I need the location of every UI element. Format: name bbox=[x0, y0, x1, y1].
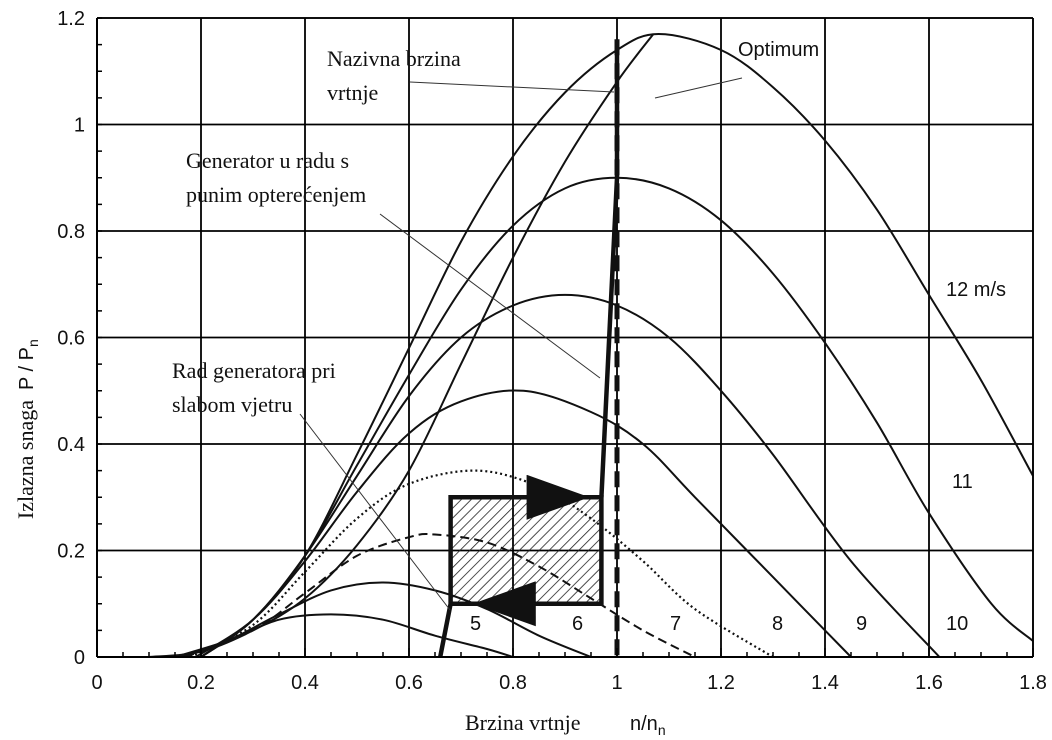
x-axis-title: Brzina vrtnje bbox=[465, 710, 580, 735]
y-axis-title-group: Izlazna snaga P / Pn bbox=[13, 339, 41, 519]
curve-label-9: 9 bbox=[856, 613, 867, 635]
y-axis-unit: P / Pn bbox=[16, 339, 41, 390]
series-curve-11 bbox=[200, 176, 1034, 658]
hatched-area bbox=[450, 497, 602, 604]
annotation-generator-line1: Generator u radu s bbox=[186, 148, 349, 173]
annotation-rad-line1: Rad generatora pri bbox=[172, 358, 336, 383]
x-tick-label: 0.8 bbox=[499, 672, 527, 694]
leader-optimum bbox=[654, 77, 743, 99]
leader-rad bbox=[299, 413, 451, 611]
x-tick-label: 1 bbox=[611, 672, 622, 694]
x-tick-label: 0.6 bbox=[395, 672, 423, 694]
y-tick-label: 1.2 bbox=[57, 8, 85, 30]
y-tick-label: 0 bbox=[74, 647, 85, 669]
x-tick-label: 1.8 bbox=[1019, 672, 1047, 694]
y-axis-title: Izlazna snaga bbox=[13, 400, 38, 519]
y-tick-label: 0.2 bbox=[57, 541, 85, 563]
annotation-nazivna-line2: vrtnje bbox=[327, 80, 378, 105]
x-axis-unit-sub: n bbox=[658, 722, 666, 738]
series-curve-12-m-s bbox=[200, 32, 1034, 658]
curve-label-8: 8 bbox=[772, 613, 783, 635]
x-axis-unit: n/nn bbox=[630, 713, 666, 738]
y-tick-label: 0.8 bbox=[57, 221, 85, 243]
x-tick-label: 0 bbox=[91, 672, 102, 694]
series-curve-9 bbox=[195, 389, 852, 658]
annotation-nazivna-line1: Nazivna brzina bbox=[327, 46, 461, 71]
annotation-leaders bbox=[299, 77, 743, 611]
annotation-generator-line2: punim opterećenjem bbox=[186, 182, 366, 207]
series-curve-8 bbox=[190, 469, 774, 658]
x-tick-label: 0.4 bbox=[291, 672, 319, 694]
y-tick-label: 0.6 bbox=[57, 328, 85, 350]
control-path bbox=[437, 39, 620, 658]
curve-label-5: 5 bbox=[470, 613, 481, 635]
y-axis-unit-sub: n bbox=[25, 339, 41, 347]
x-tick-label: 1.4 bbox=[811, 672, 839, 694]
series-curve-5 bbox=[174, 613, 514, 658]
curve-label-10: 10 bbox=[946, 613, 968, 635]
leader-generator bbox=[379, 213, 601, 379]
annotation-optimum: Optimum bbox=[738, 39, 819, 61]
series-curve-6 bbox=[179, 581, 592, 658]
curve-label-6: 6 bbox=[572, 613, 583, 635]
curve-label-11: 11 bbox=[952, 471, 973, 493]
leader-nazivna bbox=[409, 81, 615, 93]
axes bbox=[96, 17, 1034, 658]
y-tick-label: 1 bbox=[74, 115, 85, 137]
x-tick-label: 0.2 bbox=[187, 672, 215, 694]
x-tick-label: 1.2 bbox=[707, 672, 735, 694]
curve-label-7: 7 bbox=[670, 613, 681, 635]
x-tick-label: 1.6 bbox=[915, 672, 943, 694]
hatched-region bbox=[450, 497, 602, 604]
tick-labels: 0 0.2 0.4 0.6 0.8 1 1.2 1.4 1.6 1.8 0 0.2 0.4 0.6 0.8 1… bbox=[57, 8, 1047, 694]
annotation-rad-line2: slabom vjetru bbox=[172, 392, 292, 417]
x-axis-unit-main: n/n bbox=[630, 713, 658, 735]
series-curve-optimum bbox=[148, 33, 655, 658]
y-tick-label: 0.4 bbox=[57, 434, 85, 456]
curve-label-12: 12 m/s bbox=[946, 279, 1006, 301]
y-axis-unit-main: P / P bbox=[16, 347, 38, 390]
